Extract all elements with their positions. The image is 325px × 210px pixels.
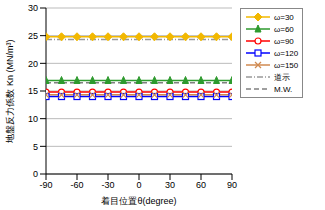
svg-text:60: 60 (196, 180, 206, 190)
svg-text:-60: -60 (70, 180, 83, 190)
svg-text:30: 30 (28, 3, 38, 13)
html-text:ω=150: ω=150 (274, 60, 299, 70)
svg-text:-90: -90 (39, 180, 52, 190)
html-text:道示: 道示 (274, 72, 290, 82)
svg-text:着目位置θ(degree): 着目位置θ(degree) (101, 196, 176, 206)
svg-text:地盤反力係数 Kn (MN/m³): 地盤反力係数 Kn (MN/m³) (8, 40, 15, 144)
svg-text:-30: -30 (101, 180, 114, 190)
svg-text:0: 0 (33, 169, 38, 179)
svg-text:25: 25 (28, 31, 38, 41)
svg-text:20: 20 (28, 59, 38, 69)
html-text:M.W.: M.W. (274, 84, 293, 94)
html-text:ω=90: ω=90 (274, 36, 294, 46)
svg-text:5: 5 (33, 142, 38, 152)
svg-text:10: 10 (28, 114, 38, 124)
svg-text:15: 15 (28, 86, 38, 96)
html-text:ω=60: ω=60 (274, 24, 294, 34)
html-text:ω=120: ω=120 (274, 48, 299, 58)
svg-text:90: 90 (227, 180, 237, 190)
svg-text:30: 30 (165, 180, 175, 190)
svg-text:0: 0 (136, 180, 141, 190)
html-text:ω=30: ω=30 (274, 12, 294, 22)
